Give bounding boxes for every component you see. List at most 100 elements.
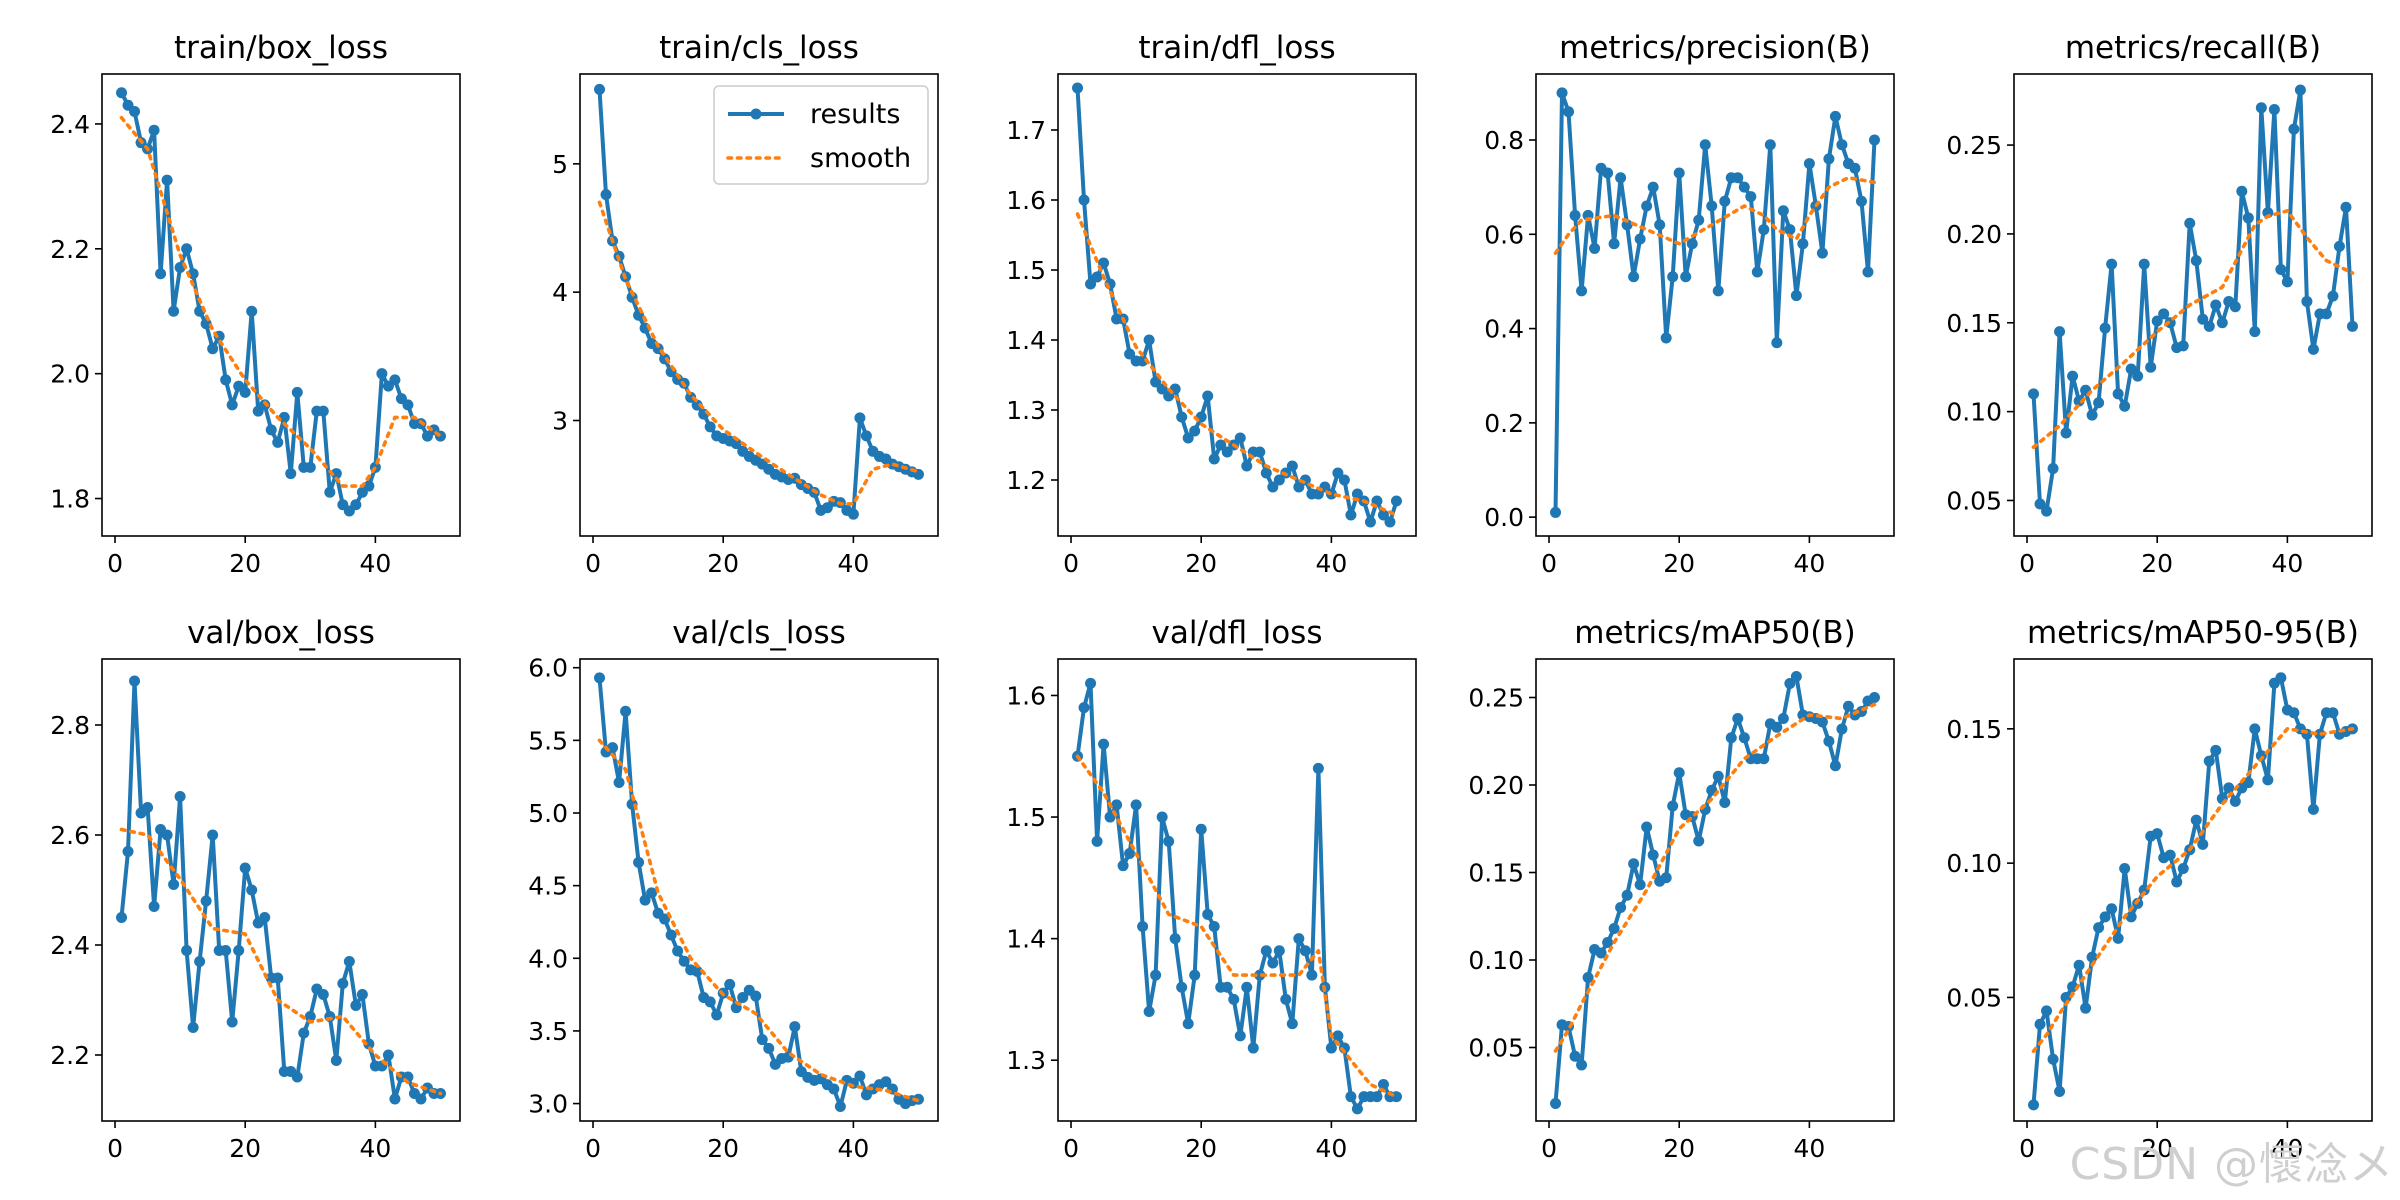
results-point: [2028, 388, 2040, 400]
results-point: [278, 411, 290, 423]
results-point: [1628, 858, 1640, 870]
results-point: [2184, 217, 2196, 229]
results-point: [2028, 1099, 2040, 1111]
y-tick-label: 1.6: [1006, 681, 1046, 710]
x-tick-label: 40: [1315, 1134, 1347, 1163]
results-point: [1550, 1098, 1562, 1109]
results-point: [1660, 332, 1672, 344]
results-point: [1862, 266, 1874, 278]
results-point: [2268, 104, 2280, 116]
results-point: [415, 1093, 427, 1105]
results-point: [594, 672, 606, 684]
results-point: [343, 956, 355, 967]
results-point: [2054, 326, 2066, 338]
results-point: [1072, 82, 1084, 94]
results-point: [1143, 334, 1155, 346]
results-point: [2112, 932, 2124, 944]
results-point: [1686, 238, 1698, 250]
results-point: [402, 399, 414, 411]
y-tick-label: 0.05: [1946, 983, 2002, 1012]
results-point: [1195, 823, 1207, 835]
legend: results smooth: [713, 85, 929, 185]
results-point: [1582, 972, 1594, 983]
results-point: [122, 846, 134, 857]
x-tick-label: 40: [2271, 549, 2303, 578]
results-point: [1156, 811, 1168, 823]
subplot-metrics-precision-b: metrics/precision(B) 0 20 40 0.0 0.2 0.4 0.6 0.8: [1484, 30, 1895, 578]
x-tick-label: 20: [707, 1134, 739, 1163]
results-point: [1176, 411, 1188, 423]
results-point: [1267, 957, 1279, 969]
subplot-title: val/box_loss: [187, 615, 375, 651]
results-point: [226, 399, 238, 411]
x-tick-label: 0: [585, 549, 601, 578]
y-tick-label: 0.10: [1946, 398, 2002, 427]
results-point: [161, 174, 173, 186]
results-point: [2223, 782, 2235, 794]
subplot-metrics-recall-b: metrics/recall(B) 0 20 40 0.05 0.10 0.15 0.20 0.…: [1946, 30, 2373, 578]
results-point: [304, 1011, 316, 1022]
y-tick-label: 1.7: [1006, 116, 1046, 145]
results-point: [2041, 505, 2053, 517]
results-point: [1823, 735, 1835, 747]
results-point: [1312, 762, 1324, 774]
axes-frame: [1535, 73, 1895, 537]
x-tick-label: 40: [359, 1134, 391, 1163]
results-point: [2112, 388, 2124, 400]
results-point: [1790, 671, 1802, 682]
results-point: [2138, 258, 2150, 270]
results-point: [2080, 1002, 2092, 1014]
y-tick-label: 1.3: [1006, 396, 1046, 425]
results-point: [834, 1100, 846, 1112]
results-point: [148, 124, 160, 136]
x-tick-label: 0: [1541, 549, 1557, 578]
results-point: [704, 996, 716, 1008]
results-point: [1377, 1079, 1389, 1091]
results-line: [1553, 90, 1877, 513]
results-point: [174, 791, 186, 802]
results-point: [1673, 167, 1685, 179]
results-point: [2119, 400, 2131, 412]
results-point: [750, 990, 762, 1002]
results-point: [2333, 240, 2345, 252]
results-point: [382, 1049, 394, 1061]
results-point: [1699, 139, 1711, 151]
results-point: [181, 243, 193, 255]
subplot-train-cls-loss: train/cls_loss 0 20 40 3 4 5 results smooth: [552, 30, 939, 578]
results-point: [2086, 951, 2098, 963]
results-point: [220, 945, 232, 956]
results-point: [691, 399, 703, 411]
x-tick-label: 20: [2141, 549, 2173, 578]
results-point: [1163, 835, 1175, 847]
x-tick-label: 0: [2019, 549, 2035, 578]
results-point: [389, 1093, 401, 1105]
y-tick-label: 0.6: [1484, 220, 1524, 249]
results-point: [2242, 777, 2254, 789]
results-point: [324, 486, 336, 498]
results-point: [2093, 397, 2105, 409]
results-point: [1169, 933, 1181, 945]
results-point: [1286, 1018, 1298, 1030]
x-tick-label: 40: [837, 1134, 869, 1163]
results-point: [711, 1009, 723, 1021]
y-tick-label: 1.2: [1006, 466, 1046, 495]
results-point: [129, 105, 141, 117]
results-point: [330, 1055, 342, 1066]
results-point: [1208, 920, 1220, 932]
results-point: [1693, 835, 1705, 847]
axes-frame: [2013, 73, 2373, 537]
smooth-line: [1075, 754, 1399, 1099]
results-point: [350, 1000, 362, 1011]
x-tick-label: 20: [1663, 549, 1695, 578]
results-point: [1267, 481, 1279, 493]
results-point: [1254, 969, 1266, 981]
axes-frame: [101, 658, 461, 1122]
results-point: [200, 895, 212, 907]
results-point: [194, 956, 206, 967]
results-point: [142, 802, 154, 813]
y-tick-label: 2.8: [50, 711, 90, 740]
legend-results-label: results: [810, 99, 900, 130]
results-point: [1241, 460, 1253, 472]
results-point: [363, 1038, 375, 1050]
